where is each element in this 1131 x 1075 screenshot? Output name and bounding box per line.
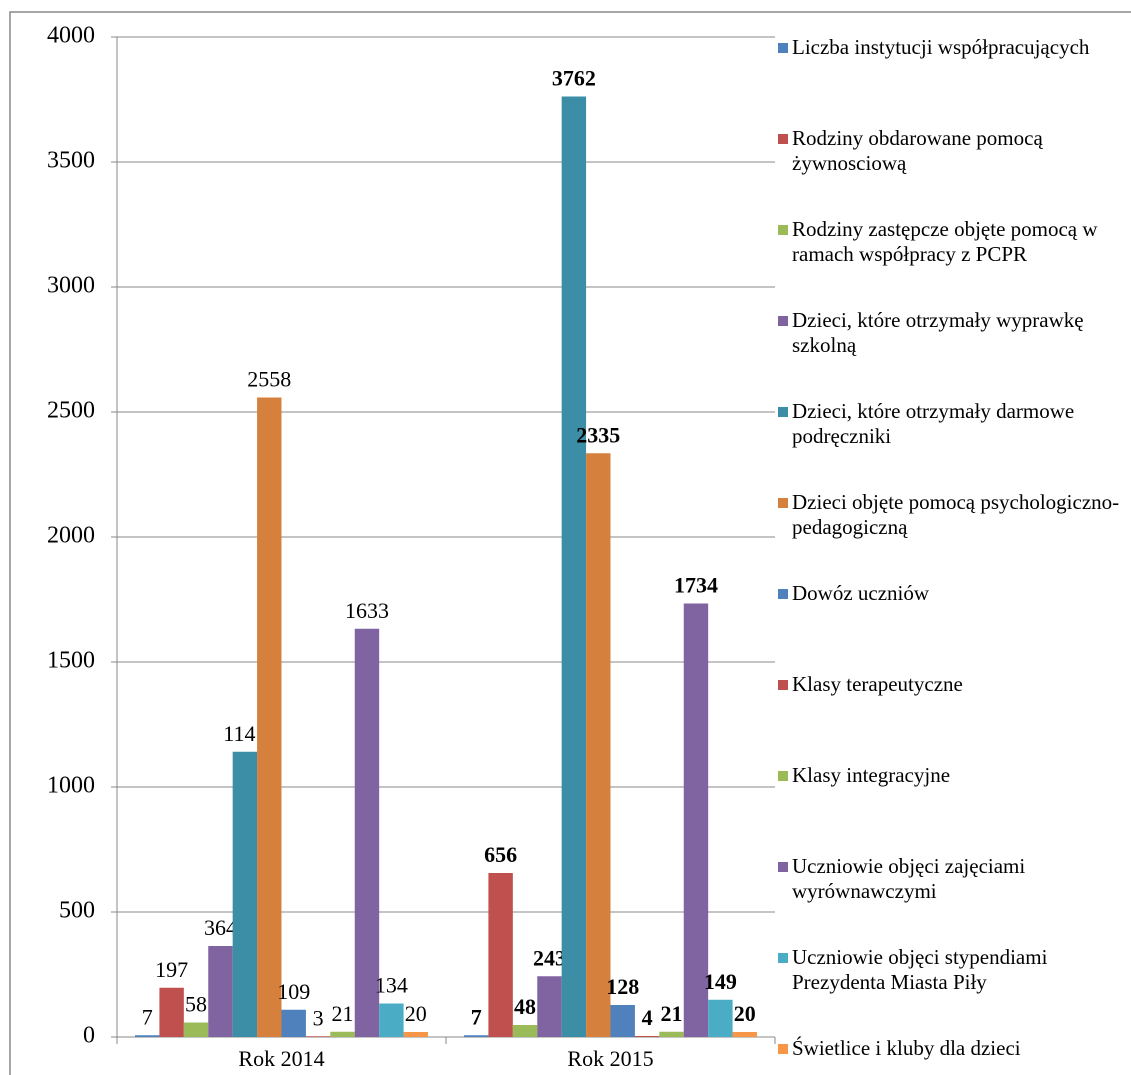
legend-swatch (778, 953, 788, 963)
legend-item: Dzieci, które otrzymały wyprawkę szkolną (778, 308, 1123, 358)
frame (9, 11, 1131, 1075)
data-label: 1633 (345, 598, 389, 623)
legend-label: Świetlice i kluby dla dzieci (792, 1036, 1021, 1060)
legend-swatch (778, 134, 788, 144)
data-label: 656 (484, 842, 517, 867)
bar (586, 453, 611, 1037)
legend-item: Klasy terapeutyczne (778, 672, 1123, 697)
legend-label: Liczba instytucji współpracujących (792, 35, 1090, 59)
data-label: 20 (734, 1001, 756, 1026)
y-tick-label: 3000 (47, 273, 95, 299)
data-label: 7 (142, 1004, 153, 1029)
bar (354, 628, 380, 1037)
data-label: 20 (405, 1001, 427, 1026)
data-label: 3762 (552, 66, 596, 91)
legend-swatch (778, 680, 788, 690)
bar (183, 1022, 209, 1037)
y-tick-label: 1500 (47, 648, 95, 674)
bar (464, 1035, 489, 1037)
legend-swatch (778, 498, 788, 508)
legend-item: Dzieci, które otrzymały darmowe podręczn… (778, 399, 1123, 449)
bar (379, 1003, 404, 1037)
data-label: 197 (155, 957, 188, 982)
data-label: 2558 (247, 367, 291, 392)
legend-item: Rodziny obdarowane pomocą żywnosciową (778, 126, 1123, 176)
legend-swatch (778, 862, 788, 872)
data-label: 128 (606, 974, 639, 999)
legend-item: Dzieci objęte pomocą psychologiczno-peda… (778, 490, 1123, 540)
data-label: 109 (277, 979, 310, 1004)
legend-swatch (778, 316, 788, 326)
legend-swatch (778, 771, 788, 781)
data-label: 48 (514, 994, 536, 1019)
legend-label: Dowóz uczniów (792, 581, 930, 605)
legend-swatch (778, 43, 788, 53)
bar (159, 987, 184, 1037)
data-label: 7 (471, 1004, 482, 1029)
legend-item: Klasy integracyjne (778, 763, 1123, 788)
data-label: 4 (642, 1005, 653, 1030)
bar (683, 603, 709, 1037)
legend-label: Dzieci, które otrzymały darmowe podręczn… (792, 399, 1075, 448)
x-tick-label: Rok 2014 (238, 1046, 324, 1071)
data-label: 364 (204, 915, 237, 940)
y-tick-label: 2000 (47, 523, 95, 549)
legend-item: Uczniowie objęci stypendiami Prezydenta … (778, 945, 1123, 995)
legend-swatch (778, 407, 788, 417)
data-label: 58 (185, 992, 207, 1017)
bar (659, 1031, 684, 1037)
y-tick-label: 0 (83, 1023, 95, 1049)
legend-item: Dowóz uczniów (778, 581, 1123, 606)
legend-label: Uczniowie objęci zajęciami wyrównawczymi (792, 854, 1026, 903)
bar (708, 999, 733, 1037)
legend-label: Dzieci objęte pomocą psychologiczno-peda… (792, 490, 1120, 539)
bar (281, 1009, 306, 1037)
y-tick-label: 4000 (47, 23, 95, 49)
bar (561, 96, 587, 1037)
legend-item: Świetlice i kluby dla dzieci (778, 1036, 1123, 1061)
data-label: 243 (533, 945, 566, 970)
legend-item: Liczba instytucji współpracujących (778, 35, 1123, 60)
legend-swatch (778, 225, 788, 235)
y-tick-label: 500 (59, 898, 95, 924)
data-label: 149 (704, 969, 737, 994)
legend-swatch (778, 589, 788, 599)
legend-label: Uczniowie objęci stypendiami Prezydenta … (792, 945, 1048, 994)
data-label: 2335 (576, 422, 620, 447)
bar (634, 1036, 660, 1037)
data-label: 3 (313, 1005, 324, 1030)
bar (208, 946, 233, 1037)
y-tick-label: 2500 (47, 398, 95, 424)
legend-item: Rodziny zastępcze objęte pomocą w ramach… (778, 217, 1123, 267)
bar (232, 751, 258, 1037)
bar (488, 873, 513, 1037)
legend-label: Dzieci, które otrzymały wyprawkę szkolną (792, 308, 1084, 357)
legend-label: Rodziny obdarowane pomocą żywnosciową (792, 126, 1043, 175)
legend-label: Rodziny zastępcze objęte pomocą w ramach… (792, 217, 1098, 266)
bar (135, 1035, 160, 1037)
bar (257, 397, 282, 1037)
bar (537, 976, 562, 1037)
bar (732, 1032, 757, 1037)
legend-label: Klasy terapeutyczne (792, 672, 963, 696)
y-tick-label: 1000 (47, 773, 95, 799)
y-tick-label: 3500 (47, 148, 95, 174)
data-label: 134 (375, 973, 408, 998)
bar (403, 1032, 428, 1037)
legend-item: Uczniowie objęci zajęciami wyrównawczymi (778, 854, 1123, 904)
bar (610, 1005, 635, 1037)
x-tick-label: Rok 2015 (567, 1046, 653, 1071)
data-label: 21 (661, 1001, 683, 1026)
data-label: 1734 (674, 573, 718, 598)
data-label: 21 (332, 1001, 354, 1026)
legend-swatch (778, 1044, 788, 1054)
legend-label: Klasy integracyjne (792, 763, 951, 787)
bar (512, 1025, 538, 1037)
bar (305, 1036, 331, 1037)
bar (330, 1031, 355, 1037)
